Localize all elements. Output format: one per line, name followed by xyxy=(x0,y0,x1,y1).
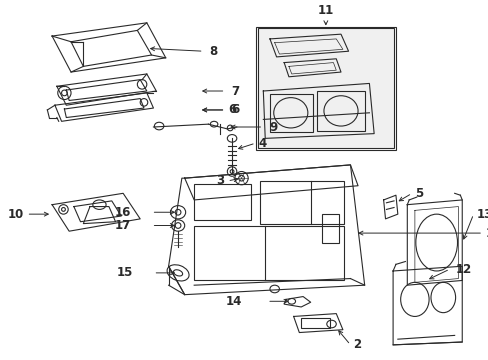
Text: 3: 3 xyxy=(216,175,224,188)
Bar xyxy=(301,318,329,328)
Text: 9: 9 xyxy=(268,121,277,134)
Text: 1: 1 xyxy=(485,226,488,240)
Bar xyxy=(322,214,338,243)
Bar xyxy=(257,28,393,148)
Text: 12: 12 xyxy=(455,262,471,276)
Text: 8: 8 xyxy=(209,45,217,58)
Bar xyxy=(260,181,343,224)
Bar xyxy=(255,27,395,150)
Text: 14: 14 xyxy=(225,295,242,308)
Text: 16: 16 xyxy=(114,206,130,219)
Text: 6: 6 xyxy=(231,103,239,116)
Text: 6: 6 xyxy=(228,103,236,116)
Text: 13: 13 xyxy=(475,208,488,221)
Text: 17: 17 xyxy=(114,219,130,232)
Text: 11: 11 xyxy=(317,4,333,17)
Bar xyxy=(317,91,364,131)
Text: 5: 5 xyxy=(414,187,422,200)
Text: 7: 7 xyxy=(231,85,239,98)
Text: 10: 10 xyxy=(7,208,24,221)
Text: 4: 4 xyxy=(258,136,266,150)
Bar xyxy=(194,225,343,280)
Bar xyxy=(194,184,250,220)
Text: 2: 2 xyxy=(353,338,361,351)
Text: 15: 15 xyxy=(116,266,132,279)
Bar xyxy=(269,94,312,132)
